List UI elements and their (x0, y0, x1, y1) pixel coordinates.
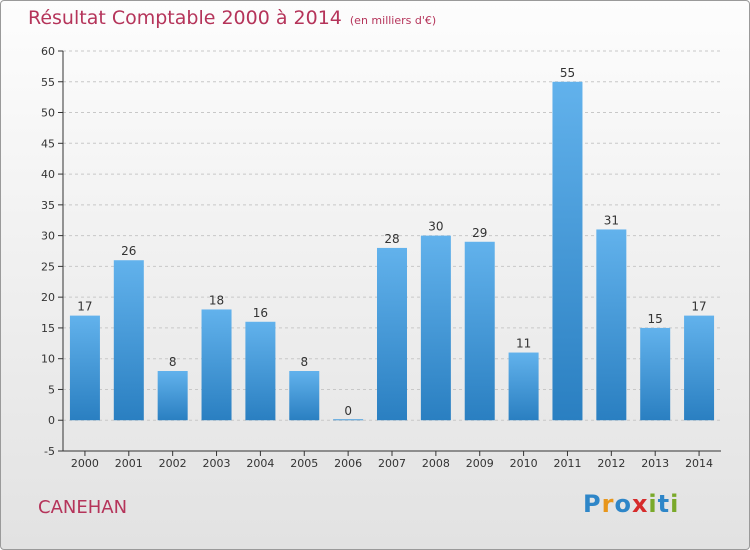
data-label: 26 (121, 244, 136, 258)
x-tick-label: 2013 (641, 457, 669, 470)
bar (289, 371, 320, 421)
logo-letter: r (601, 490, 615, 518)
bar (596, 229, 627, 421)
x-tick-label: 2007 (378, 457, 406, 470)
x-tick-label: 2005 (290, 457, 318, 470)
x-tick-label: 2000 (71, 457, 99, 470)
bar (508, 352, 539, 421)
bar (157, 371, 188, 421)
y-tick-label: -5 (44, 445, 55, 458)
data-label: 18 (209, 293, 224, 307)
bar (69, 315, 100, 421)
commune-name: CANEHAN (38, 497, 128, 518)
x-tick-label: 2009 (466, 457, 494, 470)
data-label: 17 (691, 300, 706, 314)
x-tick-label: 2004 (246, 457, 274, 470)
x-tick-label: 2010 (510, 457, 538, 470)
y-tick-label: 55 (41, 76, 55, 89)
bar (464, 241, 495, 421)
logo-letter: o (614, 490, 632, 518)
y-tick-label: 45 (41, 137, 55, 150)
y-tick-label: 0 (48, 414, 55, 427)
logo-letter: x (631, 490, 649, 518)
x-tick-label: 2011 (553, 457, 581, 470)
y-tick-label: 50 (41, 107, 55, 120)
data-label: 17 (77, 300, 92, 314)
y-tick-label: 60 (41, 45, 55, 58)
data-label: 31 (604, 213, 619, 227)
x-tick-label: 2006 (334, 457, 362, 470)
data-label: 8 (300, 355, 308, 369)
bar (113, 260, 144, 421)
bar (333, 419, 364, 421)
bar (684, 315, 715, 421)
bar (377, 247, 407, 421)
y-tick-label: 35 (41, 199, 55, 212)
bar (640, 327, 671, 421)
x-tick-label: 2012 (597, 457, 625, 470)
logo-letter: P (583, 490, 602, 518)
bar (552, 81, 583, 421)
data-label: 28 (384, 232, 399, 246)
x-tick-label: 2014 (685, 457, 713, 470)
data-label: 8 (169, 355, 177, 369)
x-tick-label: 2002 (159, 457, 187, 470)
data-label: 30 (428, 220, 443, 234)
x-tick-label: 2001 (115, 457, 143, 470)
data-label: 11 (516, 337, 531, 351)
data-label: 16 (253, 306, 268, 320)
chart-title: Résultat Comptable 2000 à 2014 (en millie… (28, 7, 437, 29)
logo-letter: i (670, 490, 680, 518)
y-tick-label: 30 (41, 230, 55, 243)
chart-subtitle: (en milliers d'€) (349, 14, 437, 27)
y-tick-label: 40 (41, 168, 55, 181)
y-tick-label: 15 (41, 322, 55, 335)
y-tick-label: 25 (41, 260, 55, 273)
bar (245, 321, 276, 421)
y-tick-label: 10 (41, 353, 55, 366)
data-label: 15 (648, 312, 663, 326)
data-label: 55 (560, 66, 575, 80)
bar (420, 235, 451, 421)
logo-letter: t (657, 490, 671, 518)
x-tick-label: 2008 (422, 457, 450, 470)
bar (201, 309, 232, 421)
y-tick-label: 20 (41, 291, 55, 304)
data-label: 29 (472, 226, 487, 240)
y-tick-label: 5 (48, 383, 55, 396)
data-label: 0 (344, 404, 352, 418)
proxiti-logo: Proxiti (583, 490, 679, 518)
logo-letter: i (648, 490, 658, 518)
x-tick-label: 2003 (203, 457, 231, 470)
